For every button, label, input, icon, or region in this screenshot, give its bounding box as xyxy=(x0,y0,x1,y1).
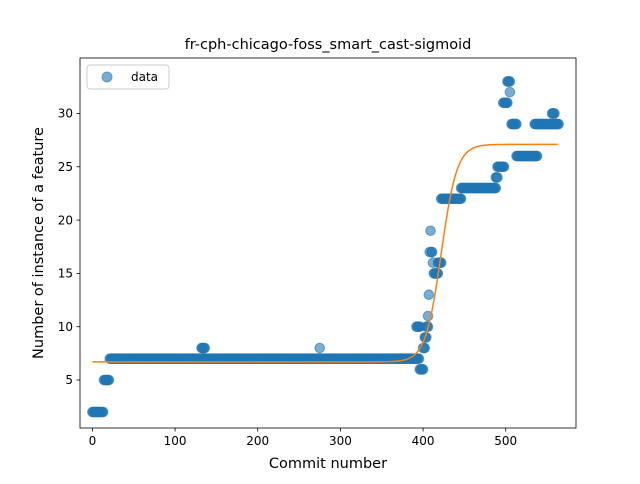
x-tick-label: 0 xyxy=(89,434,97,448)
data-point xyxy=(505,87,515,97)
x-axis-label: Commit number xyxy=(269,456,387,472)
y-axis-label: Number of instance of a feature xyxy=(31,127,47,359)
data-point xyxy=(550,109,560,119)
y-tick-label: 10 xyxy=(58,320,73,334)
data-point xyxy=(426,226,436,236)
data-point xyxy=(200,343,210,353)
data-point xyxy=(491,183,501,193)
data-point xyxy=(424,290,434,300)
data-point xyxy=(414,354,424,364)
data-point xyxy=(418,365,428,375)
data-point xyxy=(554,119,564,129)
y-tick-label: 30 xyxy=(58,107,73,121)
x-tick-label: 300 xyxy=(329,434,352,448)
legend: data xyxy=(87,65,169,89)
y-tick-label: 25 xyxy=(58,160,73,174)
y-tick-label: 5 xyxy=(65,373,73,387)
data-point xyxy=(499,162,509,172)
data-point xyxy=(512,119,522,129)
data-point xyxy=(503,98,513,108)
data-point xyxy=(532,151,542,161)
data-point xyxy=(427,247,437,257)
data-point xyxy=(428,258,438,268)
x-tick-label: 200 xyxy=(246,434,269,448)
data-point xyxy=(456,194,466,204)
legend-marker-data xyxy=(102,72,112,82)
chart-title: fr-cph-chicago-foss_smart_cast-sigmoid xyxy=(185,37,472,53)
data-point xyxy=(104,375,114,385)
data-point xyxy=(505,77,515,87)
data-point xyxy=(315,343,325,353)
y-tick-label: 15 xyxy=(58,267,73,281)
data-point xyxy=(493,173,503,183)
y-tick-label: 20 xyxy=(58,213,73,227)
legend-label-data: data xyxy=(131,70,158,84)
x-tick-label: 100 xyxy=(164,434,187,448)
x-tick-label: 400 xyxy=(412,434,435,448)
x-tick-label: 500 xyxy=(494,434,517,448)
data-point xyxy=(98,407,108,417)
